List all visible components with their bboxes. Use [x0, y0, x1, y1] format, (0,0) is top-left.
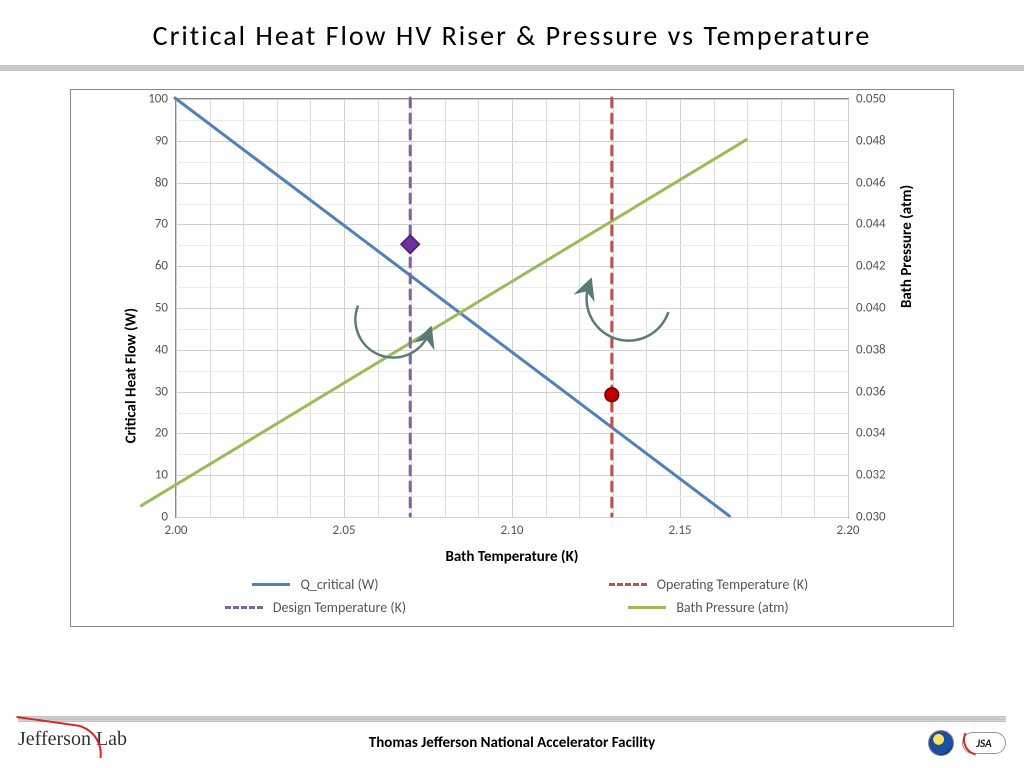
- chart-legend: Q_critical (W) Operating Temperature (K) D…: [79, 566, 945, 622]
- jsa-logo: JSA: [962, 732, 1006, 754]
- legend-item: Operating Temperature (K): [522, 576, 895, 593]
- legend-swatch: [628, 606, 666, 609]
- page-title: Critical Heat Flow HV Riser & Pressure v…: [0, 0, 1024, 65]
- y-right-axis-title: Bath Pressure (atm): [898, 185, 916, 308]
- y-left-axis-title: Critical Heat Flow (W): [122, 308, 140, 443]
- legend-label: Design Temperature (K): [273, 599, 406, 616]
- legend-swatch: [225, 606, 263, 609]
- legend-swatch: [252, 583, 290, 586]
- legend-label: Q_critical (W): [300, 576, 378, 593]
- legend-label: Bath Pressure (atm): [676, 599, 788, 616]
- footer: Jefferson Lab Thomas Jefferson National …: [0, 710, 1024, 768]
- chart-svg-layer: [175, 98, 849, 518]
- footer-center-text: Thomas Jefferson National Accelerator Fa…: [0, 734, 1024, 752]
- plot-area-wrap: 2.002.052.102.152.2001020304050607080901…: [175, 98, 849, 518]
- legend-swatch: [609, 583, 647, 586]
- legend-item: Bath Pressure (atm): [522, 599, 895, 616]
- legend-item: Q_critical (W): [129, 576, 502, 593]
- divider-top: [0, 65, 1024, 71]
- legend-label: Operating Temperature (K): [657, 576, 809, 593]
- divider-bottom: [18, 716, 1006, 722]
- legend-item: Design Temperature (K): [129, 599, 502, 616]
- chart-container: 2.002.052.102.152.2001020304050607080901…: [70, 89, 954, 627]
